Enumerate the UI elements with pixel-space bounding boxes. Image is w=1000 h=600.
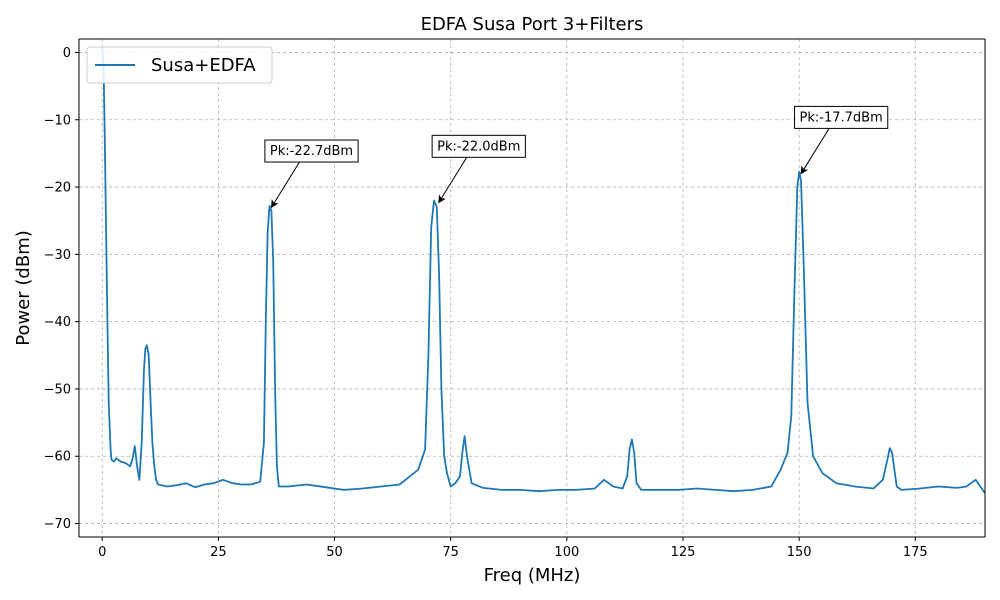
peak-annotation-label: Pk:-22.0dBm — [437, 139, 520, 154]
series-line — [101, 47, 985, 494]
y-tick-label: −60 — [44, 450, 71, 465]
y-tick-label: −50 — [44, 382, 71, 397]
legend: Susa+EDFA — [86, 46, 273, 84]
legend-label: Susa+EDFA — [151, 55, 256, 76]
y-axis-label: Power (dBm) — [13, 230, 34, 346]
x-tick-label: 50 — [326, 545, 343, 560]
peak-annotation: Pk:-17.7dBm — [794, 105, 889, 175]
peak-annotation-box — [794, 105, 889, 129]
x-tick-label: 100 — [554, 545, 579, 560]
series-layer — [101, 47, 985, 494]
y-tick-label: 0 — [63, 46, 71, 61]
peak-annotation-label: Pk:-17.7dBm — [800, 110, 883, 125]
x-tick-label: 25 — [210, 545, 227, 560]
x-tick-label: 150 — [787, 545, 812, 560]
x-tick-label: 75 — [442, 545, 459, 560]
peak-annotation: Pk:-22.0dBm — [431, 134, 526, 204]
annotations: Pk:-22.7dBm Pk:-22.0dBm Pk:-17.7dBm — [264, 105, 889, 209]
x-axis-label: Freq (MHz) — [484, 565, 581, 586]
peak-annotation: Pk:-22.7dBm — [264, 139, 359, 209]
y-tick-label: −20 — [44, 181, 71, 196]
y-tick-label: −30 — [44, 248, 71, 263]
x-tick-label: 175 — [903, 545, 928, 560]
peak-annotation-box — [431, 134, 526, 158]
legend-box — [86, 46, 273, 84]
x-tick-label: 125 — [671, 545, 696, 560]
peak-annotation-arrow — [800, 128, 830, 175]
ticks: 0 25 50 75 100 125 150 175 0 −10 −20 −30 −40 −50 −60 −7… — [44, 46, 928, 560]
peak-annotation-arrow — [438, 157, 468, 204]
y-tick-label: −70 — [44, 517, 71, 532]
plot-frame — [78, 38, 986, 538]
peak-annotation-arrow — [270, 161, 300, 209]
peak-annotation-box — [264, 139, 359, 163]
y-tick-label: −40 — [44, 315, 71, 330]
x-tick-label: 0 — [98, 545, 106, 560]
peak-annotation-label: Pk:-22.7dBm — [270, 144, 353, 159]
chart-title: EDFA Susa Port 3+Filters — [421, 14, 644, 35]
y-tick-label: −10 — [44, 113, 71, 128]
